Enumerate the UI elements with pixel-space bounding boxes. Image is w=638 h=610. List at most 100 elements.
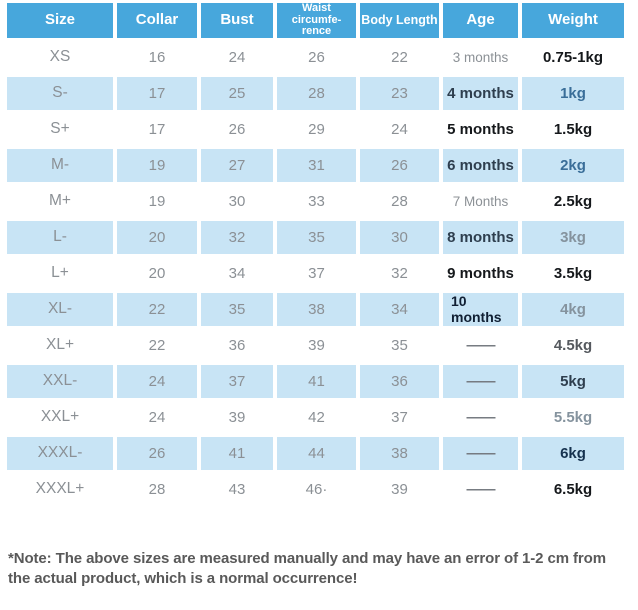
cell-size: XXXL- <box>7 436 113 470</box>
cell-body_length: 30 <box>360 220 439 254</box>
cell-age: 10 months <box>443 292 518 326</box>
cell-weight: 5kg <box>522 364 624 398</box>
cell-age: —— <box>443 472 518 506</box>
cell-bust: 32 <box>201 220 273 254</box>
cell-bust: 43 <box>201 472 273 506</box>
cell-age: 3 months <box>443 40 518 74</box>
cell-weight: 6kg <box>522 436 624 470</box>
table-row: XXXL+ 28 43 46· 39 —— 6.5kg <box>7 472 624 506</box>
cell-bust: 30 <box>201 184 273 218</box>
cell-weight: 2.5kg <box>522 184 624 218</box>
cell-size: XL- <box>7 292 113 326</box>
cell-body_length: 34 <box>360 292 439 326</box>
note-text: *Note: The above sizes are measured manu… <box>8 549 606 587</box>
table-body: XS 16 24 26 22 3 months 0.75-1kg S- 17 25 28 23 4 mo… <box>7 40 624 506</box>
cell-size: XS <box>7 40 113 74</box>
cell-size: S- <box>7 76 113 110</box>
table-row: S+ 17 26 29 24 5 months 1.5kg <box>7 112 624 146</box>
cell-age: 6 months <box>443 148 518 182</box>
cell-size: L+ <box>7 256 113 290</box>
cell-size: L- <box>7 220 113 254</box>
cell-collar: 20 <box>117 220 197 254</box>
cell-age: 7 Months <box>443 184 518 218</box>
header-row: Size Collar Bust Waist circumfe-rence Body L… <box>7 3 624 38</box>
cell-body_length: 23 <box>360 76 439 110</box>
cell-collar: 16 <box>117 40 197 74</box>
table-row: L- 20 32 35 30 8 months 3kg <box>7 220 624 254</box>
cell-size: XXL+ <box>7 400 113 434</box>
table-row: L+ 20 34 37 32 9 months 3.5kg <box>7 256 624 290</box>
cell-size: XL+ <box>7 328 113 362</box>
cell-weight: 6.5kg <box>522 472 624 506</box>
cell-bust: 24 <box>201 40 273 74</box>
table-row: XL- 22 35 38 34 10 months 4kg <box>7 292 624 326</box>
cell-collar: 20 <box>117 256 197 290</box>
cell-waist: 37 <box>277 256 356 290</box>
cell-weight: 2kg <box>522 148 624 182</box>
column-header-bust: Bust <box>201 3 273 38</box>
column-header-body_length: Body Length <box>360 3 439 38</box>
cell-weight: 3.5kg <box>522 256 624 290</box>
table-row: M- 19 27 31 26 6 months 2kg <box>7 148 624 182</box>
table-row: XXL+ 24 39 42 37 —— 5.5kg <box>7 400 624 434</box>
cell-bust: 26 <box>201 112 273 146</box>
cell-size: M- <box>7 148 113 182</box>
cell-bust: 39 <box>201 400 273 434</box>
cell-body_length: 28 <box>360 184 439 218</box>
cell-weight: 1kg <box>522 76 624 110</box>
table-row: XL+ 22 36 39 35 —— 4.5kg <box>7 328 624 362</box>
size-chart-table: Size Collar Bust Waist circumfe-rence Body L… <box>3 0 628 509</box>
cell-collar: 28 <box>117 472 197 506</box>
cell-body_length: 32 <box>360 256 439 290</box>
cell-waist: 31 <box>277 148 356 182</box>
cell-bust: 25 <box>201 76 273 110</box>
cell-waist: 29 <box>277 112 356 146</box>
cell-age: 8 months <box>443 220 518 254</box>
column-header-size: Size <box>7 3 113 38</box>
cell-size: XXXL+ <box>7 472 113 506</box>
cell-body_length: 22 <box>360 40 439 74</box>
cell-age: —— <box>443 364 518 398</box>
cell-waist: 35 <box>277 220 356 254</box>
cell-waist: 41 <box>277 364 356 398</box>
cell-body_length: 39 <box>360 472 439 506</box>
cell-body_length: 38 <box>360 436 439 470</box>
table-row: M+ 19 30 33 28 7 Months 2.5kg <box>7 184 624 218</box>
cell-size: XXL- <box>7 364 113 398</box>
cell-weight: 5.5kg <box>522 400 624 434</box>
cell-body_length: 35 <box>360 328 439 362</box>
cell-waist: 42 <box>277 400 356 434</box>
cell-collar: 17 <box>117 112 197 146</box>
cell-waist: 38 <box>277 292 356 326</box>
cell-body_length: 37 <box>360 400 439 434</box>
cell-waist: 44 <box>277 436 356 470</box>
cell-age: 9 months <box>443 256 518 290</box>
table-row: S- 17 25 28 23 4 months 1kg <box>7 76 624 110</box>
cell-age: —— <box>443 328 518 362</box>
cell-age: —— <box>443 400 518 434</box>
cell-bust: 37 <box>201 364 273 398</box>
table-row: XXL- 24 37 41 36 —— 5kg <box>7 364 624 398</box>
cell-body_length: 26 <box>360 148 439 182</box>
column-header-collar: Collar <box>117 3 197 38</box>
cell-size: M+ <box>7 184 113 218</box>
cell-bust: 36 <box>201 328 273 362</box>
cell-age: —— <box>443 436 518 470</box>
cell-waist: 26 <box>277 40 356 74</box>
cell-body_length: 36 <box>360 364 439 398</box>
cell-collar: 26 <box>117 436 197 470</box>
cell-bust: 34 <box>201 256 273 290</box>
cell-collar: 24 <box>117 400 197 434</box>
column-header-waist: Waist circumfe-rence <box>277 3 356 38</box>
cell-collar: 19 <box>117 184 197 218</box>
cell-bust: 27 <box>201 148 273 182</box>
cell-weight: 3kg <box>522 220 624 254</box>
cell-body_length: 24 <box>360 112 439 146</box>
cell-waist: 39 <box>277 328 356 362</box>
cell-bust: 35 <box>201 292 273 326</box>
column-header-weight: Weight <box>522 3 624 38</box>
cell-collar: 22 <box>117 328 197 362</box>
cell-weight: 0.75-1kg <box>522 40 624 74</box>
table-row: XS 16 24 26 22 3 months 0.75-1kg <box>7 40 624 74</box>
